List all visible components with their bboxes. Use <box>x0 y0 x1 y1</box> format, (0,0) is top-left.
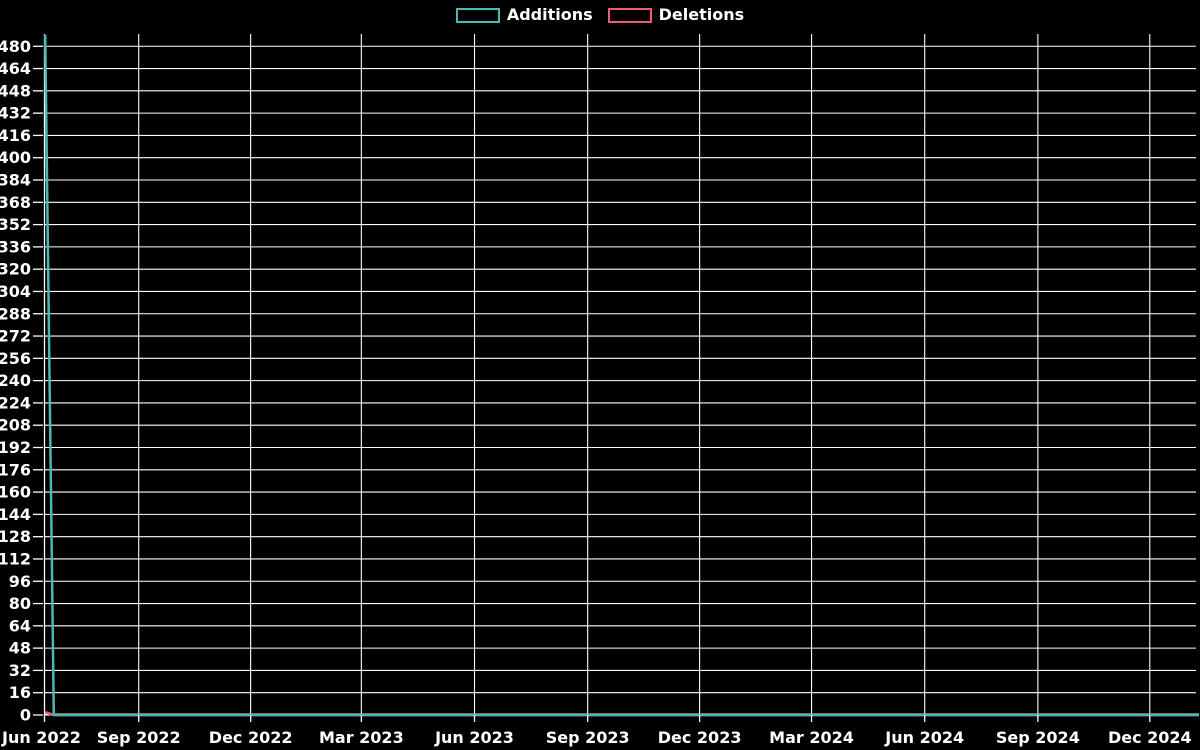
chart-legend: Additions Deletions <box>0 7 1200 23</box>
y-tick-label: 16 <box>9 683 31 702</box>
y-tick-label: 240 <box>0 371 31 390</box>
tick-marks <box>33 45 1151 722</box>
y-tick-label: 144 <box>0 505 31 524</box>
y-tick-label: 192 <box>0 438 31 457</box>
y-tick-label: 336 <box>0 237 31 256</box>
axis-tick-labels: 0 16 32 48 64 80 96 112 128 144 160 176 192 208 224 240… <box>0 37 1192 747</box>
y-tick-label: 208 <box>0 416 31 435</box>
deletions-legend-label: Deletions <box>658 5 745 24</box>
legend-item-additions: Additions <box>455 5 593 24</box>
additions-legend-label: Additions <box>506 5 593 24</box>
x-tick-label: Mar 2023 <box>319 728 404 747</box>
y-tick-label: 0 <box>20 706 31 725</box>
x-tick-label: Sep 2023 <box>546 728 630 747</box>
series-lines <box>43 35 1199 717</box>
y-tick-label: 32 <box>9 661 31 680</box>
y-tick-label: 352 <box>0 215 31 234</box>
y-tick-label: 480 <box>0 37 31 56</box>
additions-line <box>43 35 1199 717</box>
y-tick-label: 160 <box>0 483 31 502</box>
x-tick-label: Jun 2024 <box>884 728 964 747</box>
y-tick-label: 400 <box>0 148 31 167</box>
y-tick-label: 320 <box>0 260 31 279</box>
y-tick-label: 128 <box>0 527 31 546</box>
x-tick-label: Jun 2023 <box>434 728 514 747</box>
x-tick-label: Jun 2022 <box>1 728 81 747</box>
y-tick-label: 224 <box>0 393 31 412</box>
x-tick-label: Sep 2024 <box>996 728 1080 747</box>
x-tick-label: Sep 2022 <box>97 728 181 747</box>
y-tick-label: 64 <box>9 616 31 635</box>
y-tick-label: 96 <box>9 572 31 591</box>
y-tick-label: 176 <box>0 460 31 479</box>
y-tick-label: 368 <box>0 193 31 212</box>
y-tick-label: 416 <box>0 126 31 145</box>
y-tick-label: 112 <box>0 549 31 568</box>
gridlines <box>44 34 1196 716</box>
deletions-legend-swatch <box>607 7 652 23</box>
y-tick-label: 448 <box>0 81 31 100</box>
y-tick-label: 272 <box>0 327 31 346</box>
y-tick-label: 48 <box>9 639 31 658</box>
additions-legend-swatch <box>455 7 500 23</box>
y-tick-label: 384 <box>0 171 31 190</box>
y-tick-label: 256 <box>0 349 31 368</box>
y-tick-label: 464 <box>0 59 31 78</box>
x-tick-label: Dec 2023 <box>658 728 742 747</box>
legend-item-deletions: Deletions <box>607 5 745 24</box>
y-tick-label: 288 <box>0 304 31 323</box>
x-tick-label: Dec 2024 <box>1108 728 1192 747</box>
x-tick-label: Mar 2024 <box>769 728 854 747</box>
y-tick-label: 304 <box>0 282 31 301</box>
x-tick-label: Dec 2022 <box>209 728 293 747</box>
axes <box>43 34 1199 722</box>
y-tick-label: 432 <box>0 104 31 123</box>
y-tick-label: 80 <box>9 594 31 613</box>
